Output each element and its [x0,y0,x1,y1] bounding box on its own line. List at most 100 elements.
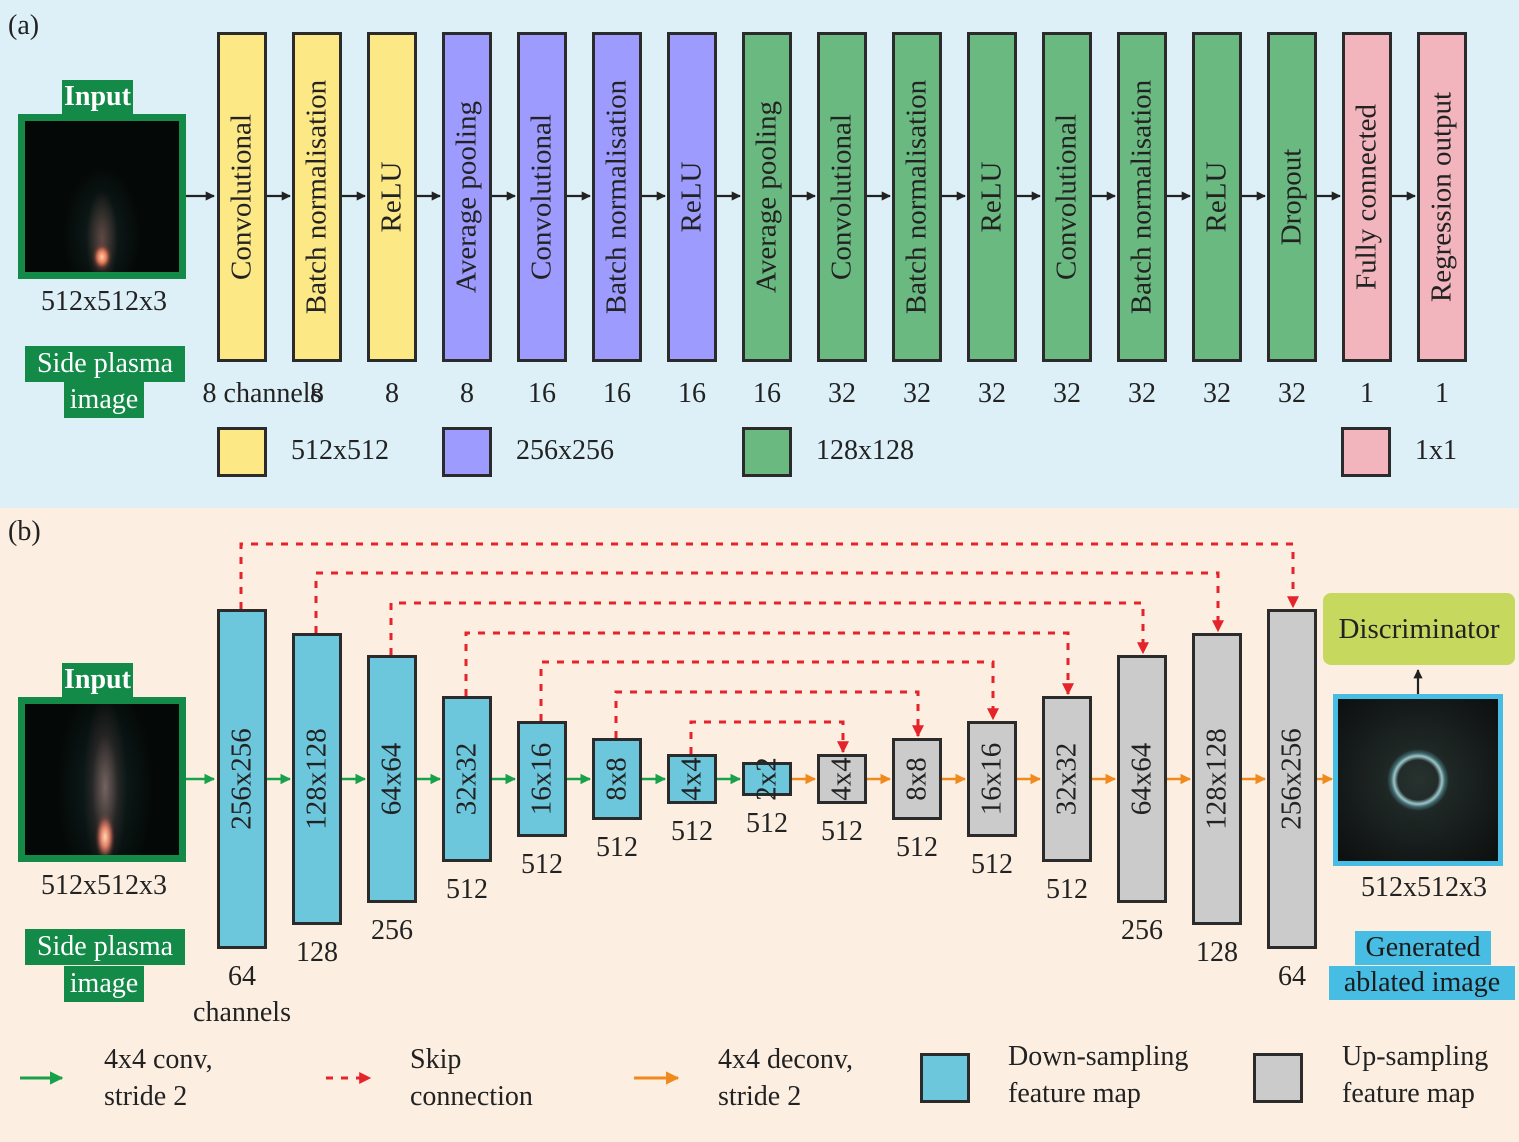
down-feature-map: 2x2 [742,757,792,801]
legend-label-pink: 1x1 [1415,435,1457,466]
legend-label-yellow: 512x512 [291,435,389,466]
legend-swatch-pink [1341,427,1391,477]
panel-b-input-size: 512x512x3 [41,870,167,901]
down-feature-map: 32x32 [442,696,492,862]
panel-a-input-title: Input [62,80,133,114]
layer-fully-connected: Fully connected [1342,32,1392,362]
channel-count: 1 [1435,378,1449,409]
down-channel-count: 512 [746,808,788,839]
legend-label-green: 128x128 [816,435,914,466]
legend-upsample-swatch [1253,1053,1303,1103]
down-channel-count: 512 [671,816,713,847]
up-feature-map: 256x256 [1267,609,1317,949]
channel-count: 32 [978,378,1006,409]
skip-connection [389,601,1149,655]
channel-count: 1 [1360,378,1374,409]
up-feature-map: 16x16 [967,721,1017,837]
up-channel-count: 64 [1278,961,1306,992]
legend-down-line2: feature map [1008,1078,1141,1109]
legend-skip-line2: connection [410,1081,533,1112]
up-feature-map: 64x64 [1117,655,1167,903]
layer-relu: ReLU [967,32,1017,362]
skip-connection [539,660,999,721]
generated-ablated-image [1333,694,1503,866]
channel-count: 8 channels [202,378,322,409]
legend-swatch-yellow [217,427,267,477]
layer-average-pooling: Average pooling [442,32,492,362]
skip-connection [239,542,1299,609]
output-caption-line2: ablated image [1329,966,1515,1000]
legend-up-line2: feature map [1342,1078,1475,1109]
down-channel-count: 256 [371,915,413,946]
legend-skip-line1: Skip [410,1044,462,1075]
skip-connection [464,631,1074,696]
skip-connection [689,720,849,754]
side-plasma-input-image-b [18,697,186,862]
down-feature-map: 256x256 [217,609,267,949]
down-channel-count: 512 [521,849,563,880]
channel-count: 16 [678,378,706,409]
down-feature-map: 16x16 [517,721,567,837]
down-channel-count: 128 [296,937,338,968]
legend-deconv-line1: 4x4 deconv, [718,1044,854,1075]
layer-convolutional: Convolutional [517,32,567,362]
channel-count: 32 [903,378,931,409]
up-feature-map: 32x32 [1042,696,1092,862]
legend-downsample-swatch [920,1053,970,1103]
layer-relu: ReLU [367,32,417,362]
discriminator-box: Discriminator [1323,593,1515,665]
layer-batch-normalisation: Batch normalisation [892,32,942,362]
panel-b-input-caption-line1: Side plasma [25,929,185,965]
channel-count: 32 [1203,378,1231,409]
panel-a-input-caption-line1: Side plasma [25,346,185,382]
layer-convolutional: Convolutional [217,32,267,362]
up-channel-count: 512 [896,832,938,863]
down-channel-count: 512 [596,832,638,863]
up-channel-count: 128 [1196,937,1238,968]
output-caption-line1: Generated [1355,931,1491,965]
channel-count: 16 [753,378,781,409]
legend-swatch-purple [442,427,492,477]
down-feature-map: 8x8 [592,738,642,820]
down-feature-map: 4x4 [667,754,717,804]
up-channel-count: 512 [1046,874,1088,905]
channel-count: 8 [385,378,399,409]
skip-connection [314,571,1224,633]
layer-batch-normalisation: Batch normalisation [592,32,642,362]
legend-deconv-line2: stride 2 [718,1081,802,1112]
channel-count: 32 [1128,378,1156,409]
up-channel-count: 512 [821,816,863,847]
down-channel-count: 64 [228,961,256,992]
down-channel-count: 512 [446,874,488,905]
channel-count: 32 [828,378,856,409]
up-feature-map: 128x128 [1192,633,1242,925]
legend-label-purple: 256x256 [516,435,614,466]
channels-word: channels [193,997,291,1028]
panel-b-input-caption-line2: image [64,966,144,1002]
layer-relu: ReLU [667,32,717,362]
channel-count: 32 [1278,378,1306,409]
up-feature-map: 4x4 [817,754,867,804]
layer-average-pooling: Average pooling [742,32,792,362]
layer-convolutional: Convolutional [817,32,867,362]
channel-count: 16 [528,378,556,409]
legend-swatch-green [742,427,792,477]
layer-convolutional: Convolutional [1042,32,1092,362]
channel-count: 8 [310,378,324,409]
legend-up-line1: Up-sampling [1342,1041,1489,1072]
side-plasma-input-image [18,114,186,279]
up-feature-map: 8x8 [892,738,942,820]
layer-dropout: Dropout [1267,32,1317,362]
panel-a-input-caption-line2: image [64,382,144,418]
panel-a-input-size: 512x512x3 [41,286,167,317]
legend-conv-line2: stride 2 [104,1081,188,1112]
channel-count: 32 [1053,378,1081,409]
panel-a-label: (a) [8,10,40,41]
layer-regression-output: Regression output [1417,32,1467,362]
panel-b-input-title: Input [62,663,133,697]
channel-count: 8 [460,378,474,409]
legend-down-line1: Down-sampling [1008,1041,1189,1072]
down-feature-map: 128x128 [292,633,342,925]
